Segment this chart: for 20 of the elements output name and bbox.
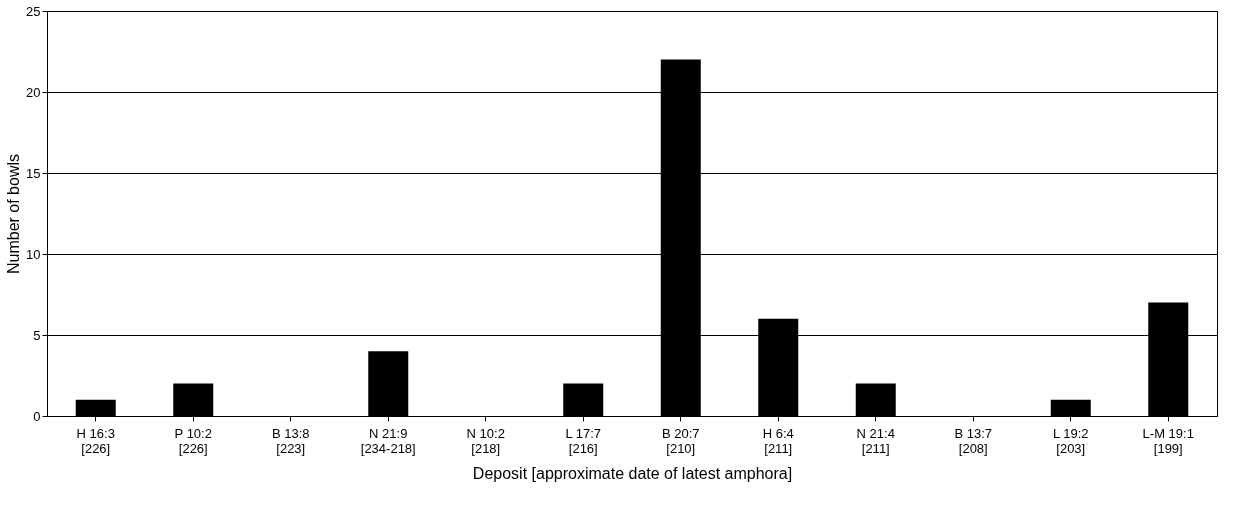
y-tick-label: 15 [26, 165, 41, 181]
x-tick-label: L 17:7 [216] [565, 425, 602, 456]
x-tick-label: P 10:2 [226] [174, 425, 212, 456]
x-tick-label: B 20:7 [210] [661, 425, 700, 456]
x-axis-title: Deposit [approximate date of latest amphora] [472, 464, 793, 482]
x-tick-label: L-M 19:1 [199] [1142, 425, 1194, 456]
x-tick-label: L 19:2 [203] [1052, 425, 1089, 456]
x-tick-label: B 13:7 [208] [954, 425, 993, 456]
y-tick-label: 5 [33, 327, 41, 343]
x-tick-label: N 10:2 [218] [466, 425, 505, 456]
x-tick-label: H 16:3 [226] [76, 425, 115, 456]
y-tick-label: 25 [26, 3, 41, 19]
x-tick-label: N 21:9 [234-218] [360, 425, 416, 456]
x-tick-label: N 21:4 [211] [856, 425, 895, 456]
x-tick-label: H 6:4 [211] [762, 425, 794, 456]
y-tick-label: 10 [26, 246, 41, 262]
y-tick-label: 0 [33, 408, 41, 424]
y-axis-title: Number of bowls [5, 153, 23, 275]
y-tick-label: 20 [26, 84, 41, 100]
x-tick-label: B 13:8 [223] [271, 425, 310, 456]
